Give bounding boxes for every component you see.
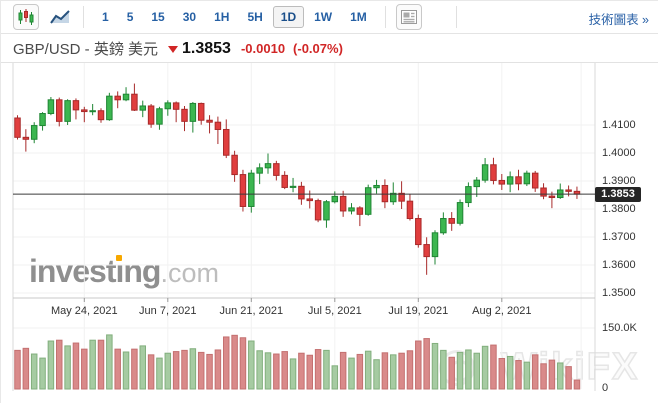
y-axis-tick: 1.4000 bbox=[602, 147, 636, 159]
news-layout-button[interactable] bbox=[395, 4, 422, 30]
interval-5m-button[interactable]: 5 bbox=[126, 10, 134, 24]
interval-15m-button[interactable]: 15 bbox=[151, 10, 165, 24]
interval-1h-button[interactable]: 1H bbox=[214, 10, 230, 24]
volume-axis-max-label: 150.0K bbox=[602, 322, 637, 334]
interval-selector: 1 5 15 30 1H 5H 1D 1W 1M bbox=[94, 6, 375, 28]
price-change-percent: (-0.07%) bbox=[293, 41, 343, 56]
volume-axis-zero-label: 0 bbox=[602, 382, 609, 394]
price-change: -0.0010 bbox=[240, 41, 286, 56]
interval-1m-button[interactable]: 1 bbox=[102, 10, 109, 24]
price-down-arrow-icon bbox=[168, 46, 179, 53]
interval-1w-button[interactable]: 1W bbox=[314, 10, 333, 24]
candlestick-chart-type-button[interactable] bbox=[13, 4, 39, 30]
investing-watermark: investıng.com bbox=[29, 253, 219, 289]
interval-5h-button[interactable]: 5H bbox=[247, 10, 263, 24]
candlestick-icon bbox=[18, 9, 34, 25]
interval-1mo-button[interactable]: 1M bbox=[350, 10, 367, 24]
y-axis-tick: 1.3500 bbox=[602, 287, 636, 299]
chart-area[interactable]: investıng.com WikiFX 1.4100 1.4000 1.390… bbox=[1, 63, 658, 403]
x-axis-label: Jun 21, 2021 bbox=[219, 305, 284, 317]
y-axis-tick: 1.3800 bbox=[602, 203, 636, 215]
x-axis-label: Jun 7, 2021 bbox=[139, 305, 197, 317]
candlestick-volume-plot[interactable] bbox=[1, 63, 658, 403]
chart-toolbar: 1 5 15 30 1H 5H 1D 1W 1M 技術圖表 » bbox=[1, 1, 658, 34]
line-chart-type-button[interactable] bbox=[47, 4, 73, 30]
x-axis-label: Jul 5, 2021 bbox=[307, 305, 362, 317]
x-axis-label: May 24, 2021 bbox=[50, 305, 118, 317]
toolbar-divider bbox=[83, 6, 84, 28]
pair-title: GBP/USD - 英鎊 美元 bbox=[13, 41, 159, 58]
y-axis-tick: 1.4100 bbox=[602, 119, 636, 131]
last-price: 1.3853 bbox=[182, 39, 231, 57]
x-axis-label: Jul 19, 2021 bbox=[388, 305, 449, 317]
y-axis-tick: 1.3900 bbox=[602, 175, 636, 187]
news-layout-icon bbox=[400, 10, 417, 24]
line-chart-icon bbox=[50, 10, 70, 24]
instrument-header: GBP/USD - 英鎊 美元 1.3853 -0.0010 (-0.07%) bbox=[1, 35, 658, 63]
interval-30m-button[interactable]: 30 bbox=[182, 10, 197, 24]
last-price-axis-badge: 1.3853 bbox=[595, 186, 641, 202]
x-axis-label: Aug 2, 2021 bbox=[472, 305, 532, 317]
interval-1d-button[interactable]: 1D bbox=[272, 6, 305, 28]
toolbar-divider bbox=[384, 6, 386, 28]
technical-charts-link[interactable]: 技術圖表 » bbox=[588, 13, 649, 27]
toolbar-divider bbox=[455, 6, 457, 28]
y-axis-tick: 1.3700 bbox=[602, 231, 636, 243]
y-axis-tick: 1.3600 bbox=[602, 259, 636, 271]
